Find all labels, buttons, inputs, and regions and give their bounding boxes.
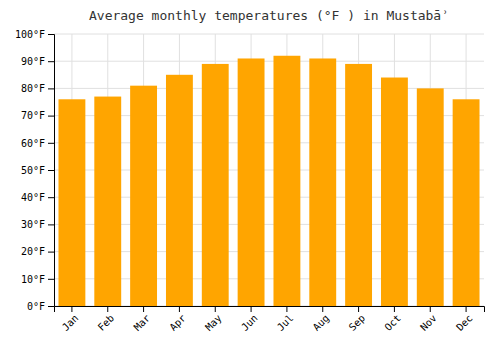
bar	[58, 99, 85, 306]
tick-mark	[48, 143, 54, 144]
tick: 20°F	[21, 246, 54, 257]
tick-label: 30°F	[21, 219, 45, 230]
bar	[166, 75, 193, 306]
y-axis: 0°F 10°F 20°F 30°F 40°F 50°F 60°F 70°F 80°F 90°F 1…	[15, 29, 55, 312]
tick-mark	[48, 170, 54, 171]
tick: Feb	[96, 306, 117, 333]
tick-mark	[48, 252, 54, 253]
tick-label: May	[203, 312, 224, 333]
bar	[202, 64, 229, 306]
tick-mark	[430, 306, 431, 312]
tick-label: Dec	[454, 312, 475, 333]
tick-label: Sep	[347, 312, 368, 333]
tick-label: Feb	[96, 312, 117, 333]
tick: Jul	[275, 306, 296, 333]
bar	[130, 86, 157, 306]
tick-mark	[107, 306, 108, 312]
tick: Sep	[347, 306, 368, 333]
tick-mark	[48, 116, 54, 117]
bar	[417, 88, 444, 306]
tick-mark	[48, 279, 54, 280]
tick-label: 20°F	[21, 246, 45, 257]
tick-label: Nov	[418, 312, 439, 333]
tick-label: 50°F	[21, 165, 45, 176]
bar	[345, 64, 372, 306]
axis-line	[48, 35, 55, 307]
tick-mark	[466, 306, 467, 312]
tick-mark	[394, 306, 395, 312]
tick-label: 80°F	[21, 83, 45, 94]
tick-label: 100°F	[15, 29, 45, 40]
tick: Jan	[60, 306, 81, 333]
axis-line	[55, 307, 485, 313]
tick-label: 60°F	[21, 138, 45, 149]
tick-mark	[251, 306, 252, 312]
tick-mark	[48, 224, 54, 225]
tick-label: Apr	[167, 312, 188, 333]
tick-label: Jan	[60, 312, 81, 333]
tick: May	[203, 306, 224, 333]
tick: Jun	[239, 306, 260, 333]
tick: 100°F	[15, 29, 54, 40]
tick: Oct	[382, 306, 403, 333]
grid-line-y	[54, 61, 484, 62]
tick-mark	[358, 306, 359, 312]
tick-mark	[71, 306, 72, 312]
tick-mark	[48, 306, 54, 307]
tick: Nov	[418, 306, 439, 333]
tick: 40°F	[21, 192, 54, 203]
tick-label: 90°F	[21, 56, 45, 67]
tick: 80°F	[21, 83, 54, 94]
tick-label: 10°F	[21, 274, 45, 285]
bar	[94, 97, 121, 306]
tick-label: 0°F	[27, 301, 45, 312]
tick-mark	[48, 88, 54, 89]
tick-mark	[48, 34, 54, 35]
tick-label: Jun	[239, 312, 260, 333]
bar	[238, 58, 265, 306]
tick-label: 40°F	[21, 192, 45, 203]
tick: Dec	[454, 306, 475, 333]
tick-label: 70°F	[21, 110, 45, 121]
tick: 60°F	[21, 138, 54, 149]
tick-mark	[48, 61, 54, 62]
tick: 30°F	[21, 219, 54, 230]
tick-mark	[215, 306, 216, 312]
tick: 50°F	[21, 165, 54, 176]
tick-mark	[143, 306, 144, 312]
bar	[381, 78, 408, 306]
plot-area	[58, 56, 479, 306]
tick-label: Mar	[132, 312, 153, 333]
tick-label: Aug	[311, 312, 332, 333]
chart: 0°F 10°F 20°F 30°F 40°F 50°F 60°F 70°F 80°F 90°F 1…	[0, 0, 500, 350]
tick: Aug	[311, 306, 332, 333]
tick-label: Jul	[275, 312, 296, 333]
tick: 10°F	[21, 274, 54, 285]
tick: Apr	[167, 306, 188, 333]
tick: 70°F	[21, 110, 54, 121]
tick: 90°F	[21, 56, 54, 67]
bar	[453, 99, 480, 306]
title: Average monthly temperatures (°F ) in Mu…	[89, 8, 449, 23]
tick-label: Oct	[382, 312, 403, 333]
tick: Mar	[132, 306, 153, 333]
bar	[309, 58, 336, 306]
tick: 0°F	[27, 301, 54, 312]
tick-mark	[286, 306, 287, 312]
tick-mark	[179, 306, 180, 312]
tick-mark	[48, 197, 54, 198]
grid-line-y	[54, 34, 484, 35]
bar	[273, 56, 300, 306]
grid	[54, 34, 484, 306]
x-axis: Jan Feb Mar Apr May Jun Jul Aug Sep Oct Nov Dec	[55, 306, 485, 333]
tick-mark	[322, 306, 323, 312]
